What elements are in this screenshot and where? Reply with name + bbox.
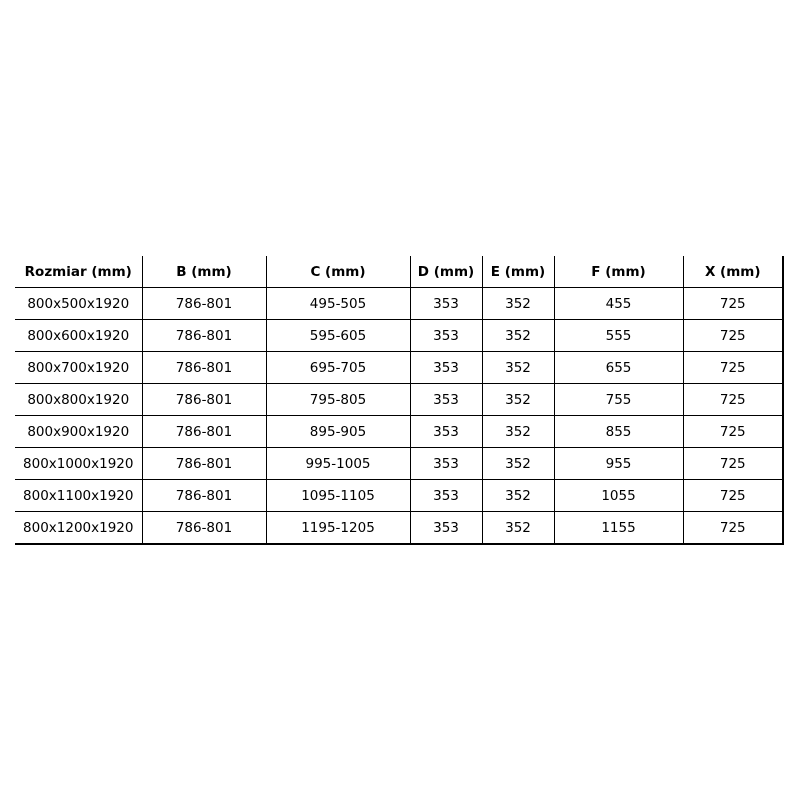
table-row: 800x600x1920 786-801 595-605 353 352 555 725 <box>15 319 784 352</box>
table-row: 800x1000x1920 786-801 995-1005 353 352 955 725 <box>15 447 784 480</box>
table-cell: 353 <box>409 287 482 320</box>
table-row: 800x800x1920 786-801 795-805 353 352 755 725 <box>15 383 784 416</box>
dimensions-table: Rozmiar (mm) B (mm) C (mm) D (mm) E (mm) F (m… <box>15 256 784 545</box>
table-cell: 353 <box>409 383 482 416</box>
table-cell: 352 <box>481 415 554 448</box>
table-row: 800x700x1920 786-801 695-705 353 352 655 725 <box>15 351 784 384</box>
column-header: C (mm) <box>265 256 410 288</box>
table-row: 800x1100x1920 786-801 1095-1105 353 352 1055 7… <box>15 479 784 512</box>
table-cell: 800x800x1920 <box>15 383 142 416</box>
table-cell: 353 <box>409 351 482 384</box>
table-cell: 786-801 <box>141 511 266 545</box>
table-cell: 1195-1205 <box>265 511 410 545</box>
table-cell: 352 <box>481 351 554 384</box>
table-cell: 786-801 <box>141 415 266 448</box>
table-cell: 555 <box>553 319 683 352</box>
column-header: E (mm) <box>481 256 554 288</box>
table-cell: 855 <box>553 415 683 448</box>
table-cell: 352 <box>481 511 554 545</box>
table-cell: 352 <box>481 479 554 512</box>
table-cell: 725 <box>682 383 784 416</box>
table-cell: 786-801 <box>141 351 266 384</box>
table-cell: 995-1005 <box>265 447 410 480</box>
table-cell: 1055 <box>553 479 683 512</box>
table-row: 800x1200x1920 786-801 1195-1205 353 352 1155 7… <box>15 511 784 545</box>
table-cell: 795-805 <box>265 383 410 416</box>
table-cell: 353 <box>409 479 482 512</box>
table-cell: 725 <box>682 447 784 480</box>
table-row: 800x500x1920 786-801 495-505 353 352 455 725 <box>15 287 784 320</box>
table-cell: 1155 <box>553 511 683 545</box>
table-cell: 725 <box>682 415 784 448</box>
table-cell: 353 <box>409 319 482 352</box>
table-cell: 695-705 <box>265 351 410 384</box>
table-row: 800x900x1920 786-801 895-905 353 352 855 725 <box>15 415 784 448</box>
table-cell: 352 <box>481 319 554 352</box>
table-cell: 800x1000x1920 <box>15 447 142 480</box>
table-cell: 786-801 <box>141 319 266 352</box>
table-cell: 800x500x1920 <box>15 287 142 320</box>
table-cell: 895-905 <box>265 415 410 448</box>
table-cell: 352 <box>481 287 554 320</box>
table-cell: 725 <box>682 319 784 352</box>
table-cell: 495-505 <box>265 287 410 320</box>
table-cell: 725 <box>682 511 784 545</box>
table-cell: 786-801 <box>141 479 266 512</box>
table-cell: 353 <box>409 447 482 480</box>
header-row: Rozmiar (mm) B (mm) C (mm) D (mm) E (mm) F (m… <box>15 256 784 288</box>
column-header: Rozmiar (mm) <box>15 256 142 288</box>
table-cell: 800x600x1920 <box>15 319 142 352</box>
table-cell: 725 <box>682 351 784 384</box>
table-cell: 725 <box>682 287 784 320</box>
table-cell: 352 <box>481 383 554 416</box>
table-cell: 352 <box>481 447 554 480</box>
table-cell: 1095-1105 <box>265 479 410 512</box>
table-cell: 786-801 <box>141 287 266 320</box>
table-cell: 755 <box>553 383 683 416</box>
column-header: F (mm) <box>553 256 683 288</box>
table-cell: 786-801 <box>141 383 266 416</box>
table-cell: 595-605 <box>265 319 410 352</box>
column-header: D (mm) <box>409 256 482 288</box>
column-header: X (mm) <box>682 256 784 288</box>
table-cell: 955 <box>553 447 683 480</box>
table-cell: 353 <box>409 511 482 545</box>
table-cell: 353 <box>409 415 482 448</box>
table-cell: 800x1100x1920 <box>15 479 142 512</box>
table-cell: 786-801 <box>141 447 266 480</box>
table-cell: 800x1200x1920 <box>15 511 142 545</box>
table-cell: 725 <box>682 479 784 512</box>
table-cell: 655 <box>553 351 683 384</box>
table-cell: 455 <box>553 287 683 320</box>
table-cell: 800x700x1920 <box>15 351 142 384</box>
table-cell: 800x900x1920 <box>15 415 142 448</box>
column-header: B (mm) <box>141 256 266 288</box>
